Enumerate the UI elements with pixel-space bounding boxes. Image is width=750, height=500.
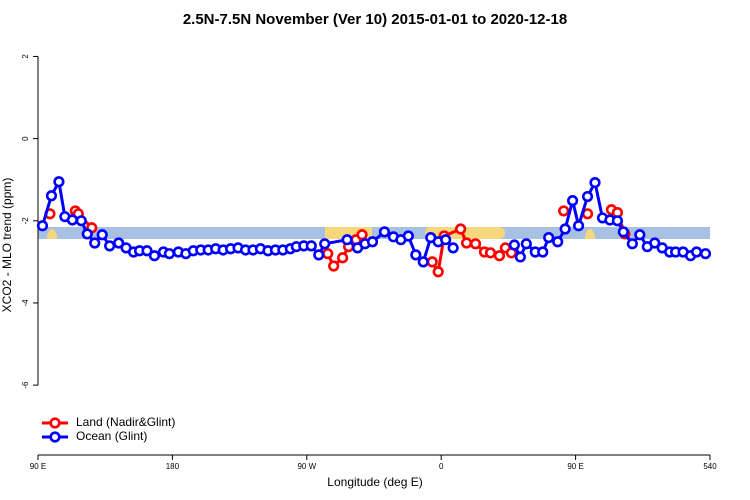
data-point (543, 232, 555, 244)
data-point (410, 249, 422, 261)
data-point (45, 190, 58, 202)
data-point (328, 260, 340, 272)
data-point (634, 229, 646, 241)
data-point (148, 250, 161, 262)
data-point (589, 176, 601, 189)
data-point (537, 246, 549, 258)
data-point (469, 238, 482, 250)
legend: Land (Nadir&Glint)Ocean (Glint) (42, 415, 175, 443)
data-point (141, 245, 153, 257)
y-tick-label: -6 (21, 381, 30, 389)
data-point (104, 240, 116, 252)
data-point (552, 236, 564, 248)
data-point (611, 215, 624, 227)
data-point (460, 237, 473, 249)
x-tick-label: 90 E (30, 462, 46, 471)
data-point (699, 248, 712, 260)
data-point (402, 230, 414, 242)
legend-label: Land (Nadir&Glint) (76, 415, 175, 429)
data-point (319, 238, 331, 250)
data-point (53, 176, 65, 188)
data-point (581, 190, 594, 203)
data-point (432, 266, 444, 278)
x-tick-label: 180 (166, 462, 180, 471)
data-point (626, 238, 638, 250)
data-point (617, 226, 629, 238)
data-point (322, 248, 334, 260)
data-point (559, 223, 571, 235)
data-point (455, 223, 467, 235)
data-point (305, 240, 317, 252)
data-point (447, 242, 459, 254)
data-point (378, 226, 391, 238)
data-point (440, 234, 452, 246)
data-point (96, 229, 108, 241)
data-point (75, 215, 87, 227)
data-point (341, 234, 353, 246)
data-point (520, 238, 532, 250)
data-point (36, 220, 49, 232)
data-point (366, 236, 379, 248)
data-point (572, 220, 585, 232)
data-point (508, 239, 520, 251)
x-tick-label: 90 W (297, 462, 316, 471)
data-point (356, 229, 368, 241)
x-axis-label: Longitude (deg E) (327, 475, 422, 489)
data-point (163, 248, 176, 260)
legend-marker (49, 417, 61, 429)
chart-title: 2.5N-7.5N November (Ver 10) 2015-01-01 t… (183, 11, 567, 28)
data-point (81, 228, 93, 240)
data-point (426, 256, 438, 268)
data-point (493, 250, 506, 262)
background-band (38, 227, 710, 239)
data-point (558, 205, 570, 217)
data-point (337, 252, 349, 264)
land-patch (585, 229, 595, 239)
y-tick-label: -4 (21, 299, 30, 307)
data-point (66, 214, 78, 226)
y-axis-label: XCO2 - MLO trend (ppm) (0, 178, 14, 313)
x-tick-label: 90 E (567, 462, 583, 471)
data-point (417, 256, 429, 268)
y-tick-label: 2 (21, 54, 30, 59)
data-point (567, 195, 579, 207)
legend-marker (49, 431, 61, 443)
data-point (313, 249, 325, 261)
data-point (690, 246, 703, 258)
data-point (649, 237, 661, 249)
data-point (514, 251, 526, 263)
land-patch (47, 229, 57, 239)
data-point (113, 237, 125, 249)
y-tick-label: 0 (21, 136, 30, 141)
data-point (484, 247, 497, 259)
x-tick-label: 0 (439, 462, 444, 471)
x-tick-label: 540 (703, 462, 717, 471)
legend-label: Ocean (Glint) (76, 429, 147, 443)
data-point (89, 237, 101, 249)
y-tick-label: -2 (21, 217, 30, 225)
